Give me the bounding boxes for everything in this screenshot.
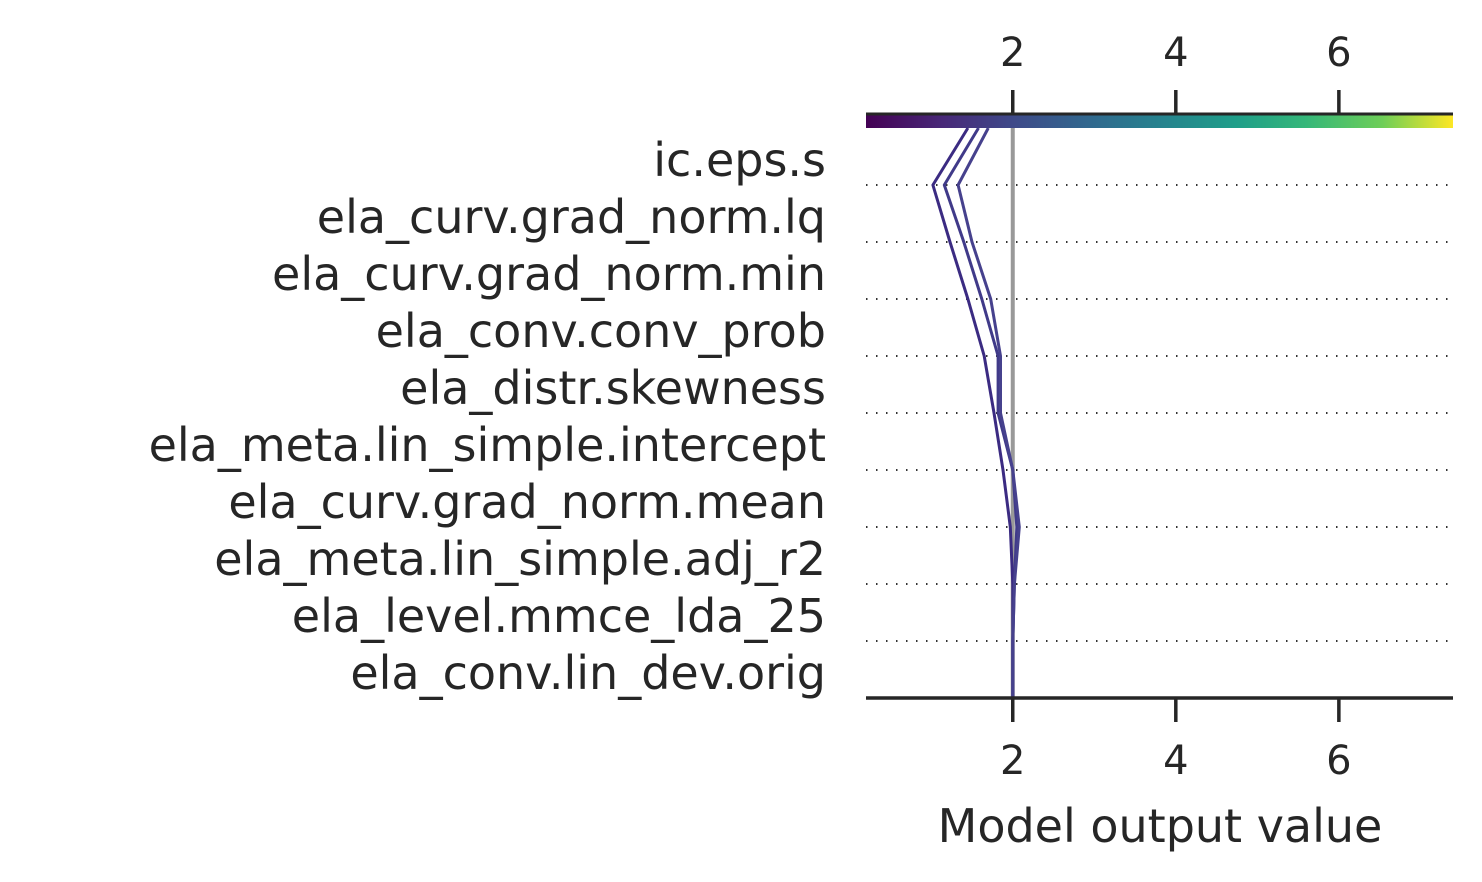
feature-label: ela_meta.lin_simple.intercept: [149, 418, 826, 472]
feature-label: ela_conv.lin_dev.orig: [350, 646, 826, 700]
colorbar: [866, 114, 1453, 128]
feature-label: ela_conv.conv_prob: [376, 304, 826, 358]
top-tick-label: 4: [1163, 30, 1188, 76]
feature-label: ic.eps.s: [653, 133, 826, 187]
feature-label: ela_curv.grad_norm.mean: [228, 475, 826, 529]
feature-label: ela_level.mmce_lda_25: [292, 589, 826, 643]
x-axis-ticks: 2 2 4 4 6 6: [1000, 30, 1352, 784]
feature-label: ela_meta.lin_simple.adj_r2: [214, 532, 826, 586]
feature-label: ela_curv.grad_norm.min: [272, 247, 826, 301]
feature-labels: ic.eps.sela_curv.grad_norm.lqela_curv.gr…: [149, 133, 826, 700]
top-tick-label: 2: [1000, 30, 1025, 76]
x-axis-title: Model output value: [938, 799, 1383, 853]
feature-label: ela_curv.grad_norm.lq: [317, 190, 826, 244]
bottom-tick-label: 4: [1163, 738, 1188, 784]
top-tick-label: 6: [1326, 30, 1351, 76]
decision-lines: [931, 127, 1021, 698]
decision-line: [956, 127, 1021, 698]
grid-lines: [866, 184, 1448, 642]
bottom-tick-label: 6: [1326, 738, 1351, 784]
bottom-tick-label: 2: [1000, 738, 1025, 784]
decision-line: [942, 127, 1019, 698]
feature-label: ela_distr.skewness: [400, 361, 826, 415]
